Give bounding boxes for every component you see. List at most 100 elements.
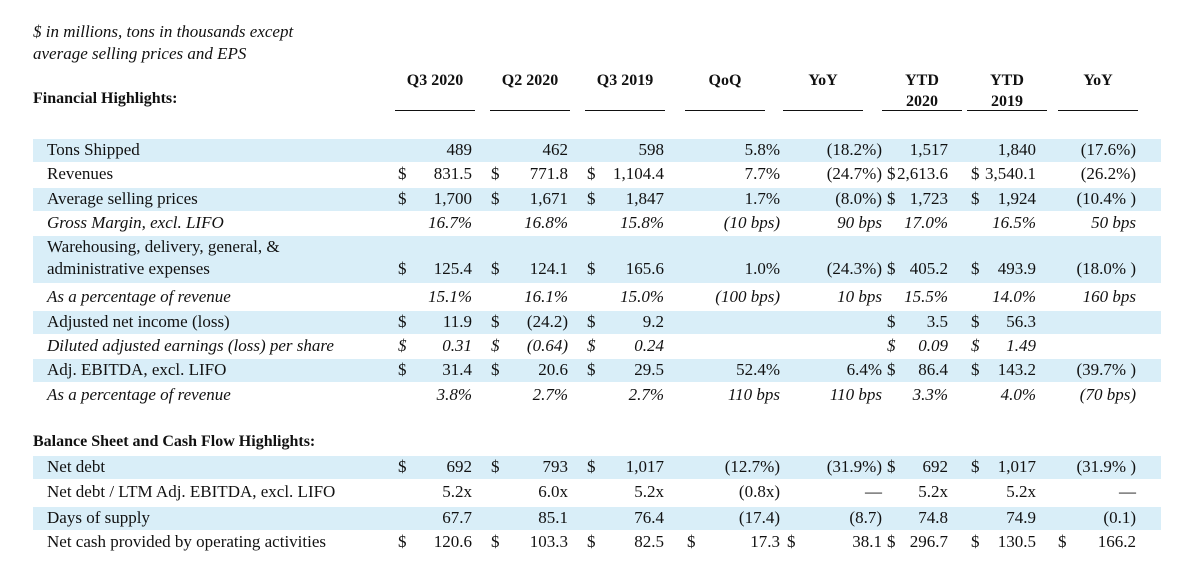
cell-value: 143.2 [997, 360, 1036, 379]
cell-value: 16.5% [992, 213, 1036, 232]
cell-value: 103.3 [529, 532, 568, 551]
header-underline [585, 110, 665, 111]
currency-sign: $ [971, 312, 980, 331]
row-label: Adjusted net income (loss) [47, 312, 230, 331]
currency-sign: $ [887, 532, 896, 551]
row-band [33, 507, 1161, 530]
row-band [33, 236, 1161, 283]
cell-value: 9.2 [642, 312, 664, 331]
currency-sign: $ [491, 336, 500, 355]
cell-value: 17.3 [750, 532, 780, 551]
cell-value: 831.5 [433, 164, 472, 183]
cell-value: 16.8% [524, 213, 568, 232]
cell-value: 5.8% [744, 140, 780, 159]
col-header-ytd-2020: YTD 2020 [882, 70, 962, 112]
row-label: Net cash provided by operating activitie… [47, 532, 326, 551]
cell-value: 90 bps [837, 213, 882, 232]
row-band [33, 188, 1161, 211]
cell-value: 1,847 [625, 189, 664, 208]
row-label: As a percentage of revenue [47, 287, 231, 306]
cell-value: 5.2x [634, 482, 664, 501]
header-underline [783, 110, 863, 111]
cell-value: (0.8x) [738, 482, 780, 501]
header-underline [395, 110, 475, 111]
cell-value: (17.4) [738, 508, 780, 527]
cell-value: 160 bps [1082, 287, 1136, 306]
cell-value: 493.9 [997, 259, 1036, 278]
currency-sign: $ [398, 532, 407, 551]
col-header-line2: Q3 2019 [596, 72, 654, 89]
row-band [33, 311, 1161, 334]
row-label: Net debt / LTM Adj. EBITDA, excl. LIFO [47, 482, 336, 501]
col-header-line2: 2020 [906, 93, 938, 110]
cell-value: 793 [542, 457, 569, 476]
row-label: Net debt [47, 457, 106, 476]
cell-value: 1,700 [433, 189, 472, 208]
cell-value: (24.2) [526, 312, 568, 331]
cell-value: (0.64) [526, 336, 568, 355]
cell-value: 165.6 [625, 259, 664, 278]
cell-value: 771.8 [529, 164, 568, 183]
currency-sign: $ [587, 164, 596, 183]
col-header-line1: YTD [990, 72, 1024, 89]
cell-value: 29.5 [634, 360, 664, 379]
col-header-qoq: QoQ [685, 70, 765, 91]
col-header-ytd-yoy: YoY [1058, 70, 1138, 91]
col-header-line2: Q3 2020 [406, 72, 464, 89]
row-band [33, 139, 1161, 162]
currency-sign: $ [971, 164, 980, 183]
currency-sign: $ [491, 312, 500, 331]
cell-value: — [865, 482, 882, 501]
cell-value: 130.5 [997, 532, 1036, 551]
cell-value: (0.1) [1103, 508, 1136, 527]
currency-sign: $ [971, 360, 980, 379]
cell-value: 31.4 [442, 360, 472, 379]
row-label: Diluted adjusted earnings (loss) per sha… [47, 336, 334, 355]
cell-value: (24.7%) [826, 164, 882, 183]
currency-sign: $ [787, 532, 796, 551]
cell-value: (31.9%) [826, 457, 882, 476]
cell-value: 405.2 [909, 259, 948, 278]
cell-value: 110 bps [727, 385, 780, 404]
cell-value: 2,613.6 [897, 164, 948, 183]
header-underline [1058, 110, 1138, 111]
cell-value: 1,840 [997, 140, 1036, 159]
cell-value: 85.1 [538, 508, 568, 527]
col-header-q3-2019: Q3 2019 [585, 70, 665, 91]
cell-value: 0.09 [918, 336, 948, 355]
cell-value: 20.6 [538, 360, 568, 379]
currency-sign: $ [491, 259, 500, 278]
cell-value: 14.0% [992, 287, 1036, 306]
header-underline [967, 110, 1047, 111]
cell-value: (8.7) [849, 508, 882, 527]
cell-value: 15.8% [620, 213, 664, 232]
row-label: As a percentage of revenue [47, 385, 231, 404]
cell-value: 125.4 [433, 259, 472, 278]
cell-value: 3,540.1 [985, 164, 1036, 183]
cell-value: 74.9 [1006, 508, 1036, 527]
currency-sign: $ [971, 532, 980, 551]
currency-sign: $ [887, 259, 896, 278]
cell-value: 692 [922, 457, 949, 476]
currency-sign: $ [587, 532, 596, 551]
currency-sign: $ [398, 336, 407, 355]
cell-value [1026, 334, 1136, 358]
cell-value: 50 bps [1091, 213, 1136, 232]
cell-value: 4.0% [1000, 385, 1036, 404]
cell-value: 1,517 [909, 140, 948, 159]
cell-value: (18.2%) [826, 140, 882, 159]
cell-value: (70 bps) [1079, 385, 1136, 404]
cell-value: 1,104.4 [613, 164, 664, 183]
currency-sign: $ [398, 312, 407, 331]
currency-sign: $ [398, 457, 407, 476]
cell-value: 1.7% [744, 189, 780, 208]
cell-value: 5.2x [442, 482, 472, 501]
currency-sign: $ [887, 336, 896, 355]
currency-sign: $ [971, 457, 980, 476]
cell-value: 38.1 [852, 532, 882, 551]
cell-value: (31.9% ) [1076, 457, 1136, 476]
currency-sign: $ [587, 336, 596, 355]
currency-sign: $ [587, 360, 596, 379]
currency-sign: $ [971, 336, 980, 355]
currency-sign: $ [587, 312, 596, 331]
